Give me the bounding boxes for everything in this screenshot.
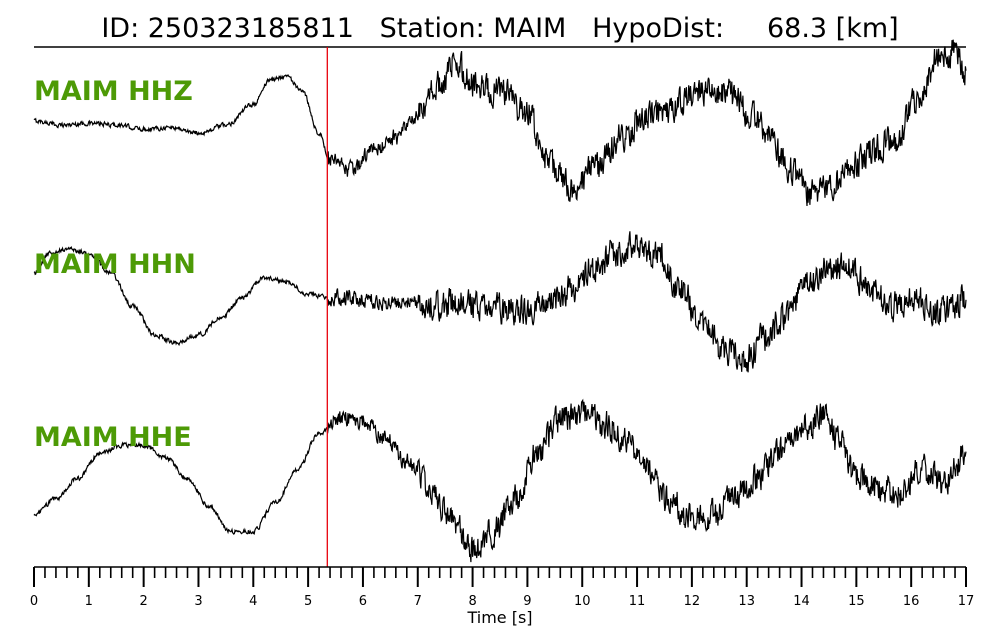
x-tick-label: 12	[684, 594, 701, 609]
channel-labels-group: MAIM HHZ MAIM HHN MAIM HHE	[34, 76, 196, 453]
x-tick-label: 5	[304, 594, 312, 609]
x-tick-label: 15	[848, 594, 865, 609]
trace-maim-hhe	[33, 398, 967, 563]
x-tick-label: 11	[629, 594, 646, 609]
trace-maim-hhz	[33, 39, 967, 207]
traces-group	[33, 39, 967, 563]
x-tick-label: 6	[359, 594, 367, 609]
chart-title: ID: 250323185811 Station: MAIM HypoDist:…	[101, 13, 898, 44]
x-tick-label: 1	[85, 594, 93, 609]
x-axis-label: Time [s]	[466, 608, 532, 627]
channel-label-maim-hhe: MAIM HHE	[34, 422, 192, 453]
x-tick-label: 3	[194, 594, 202, 609]
channel-label-maim-hhz: MAIM HHZ	[34, 76, 193, 107]
time-axis: 0 1 2 3 4 5 6 7 8 9 10 11 12 13 14 15 16 17	[30, 566, 975, 609]
x-tick-label: 13	[738, 594, 755, 609]
channel-label-maim-hhn: MAIM HHN	[34, 249, 196, 280]
x-tick-label: 0	[30, 594, 38, 609]
x-tick-label: 7	[414, 594, 422, 609]
x-tick-label: 8	[468, 594, 476, 609]
x-tick-label: 14	[793, 594, 810, 609]
x-tick-label: 17	[958, 594, 975, 609]
x-tick-label: 10	[574, 594, 591, 609]
x-tick-label: 9	[523, 594, 531, 609]
x-tick-label: 4	[249, 594, 257, 609]
x-tick-label: 16	[903, 594, 920, 609]
x-tick-label: 2	[140, 594, 148, 609]
trace-maim-hhn	[33, 231, 967, 373]
